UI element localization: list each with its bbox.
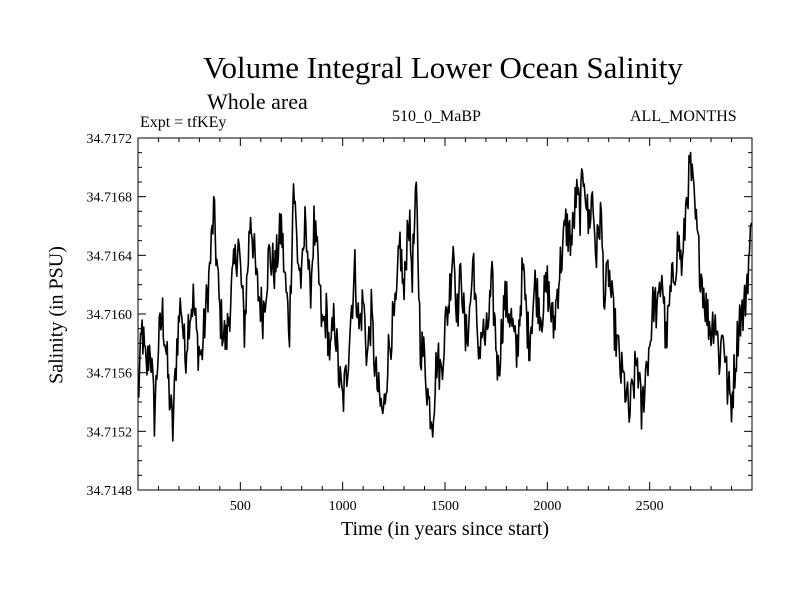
x-tick-label: 500 [230, 499, 251, 514]
chart-subtitle: Whole area [207, 89, 308, 114]
months-label: ALL_MONTHS [630, 108, 737, 125]
y-tick-label: 34.7160 [87, 308, 133, 323]
y-tick-label: 34.7152 [87, 425, 133, 440]
x-tick-label: 1500 [431, 499, 459, 514]
period-label: 510_0_MaBP [392, 108, 481, 125]
y-tick-label: 34.7148 [87, 484, 133, 499]
chart-title: Volume Integral Lower Ocean Salinity [203, 50, 683, 85]
salinity-series-line [137, 151, 753, 442]
x-tick-label: 2000 [533, 499, 561, 514]
x-tick-label: 1000 [329, 499, 357, 514]
y-tick-label: 34.7156 [87, 367, 133, 382]
experiment-label: Expt = tfKEy [140, 114, 227, 131]
y-tick-label: 34.7168 [87, 191, 133, 206]
axis-ticks [138, 138, 752, 490]
x-tick-label: 2500 [636, 499, 664, 514]
axis-tick-labels: 500 1000 1500 2000 2500 34.7148 34.7152 34.7156… [87, 132, 664, 514]
y-tick-label: 34.7172 [87, 132, 133, 147]
x-axis-label: Time (in years since start) [340, 518, 550, 540]
y-tick-label: 34.7164 [87, 249, 133, 264]
